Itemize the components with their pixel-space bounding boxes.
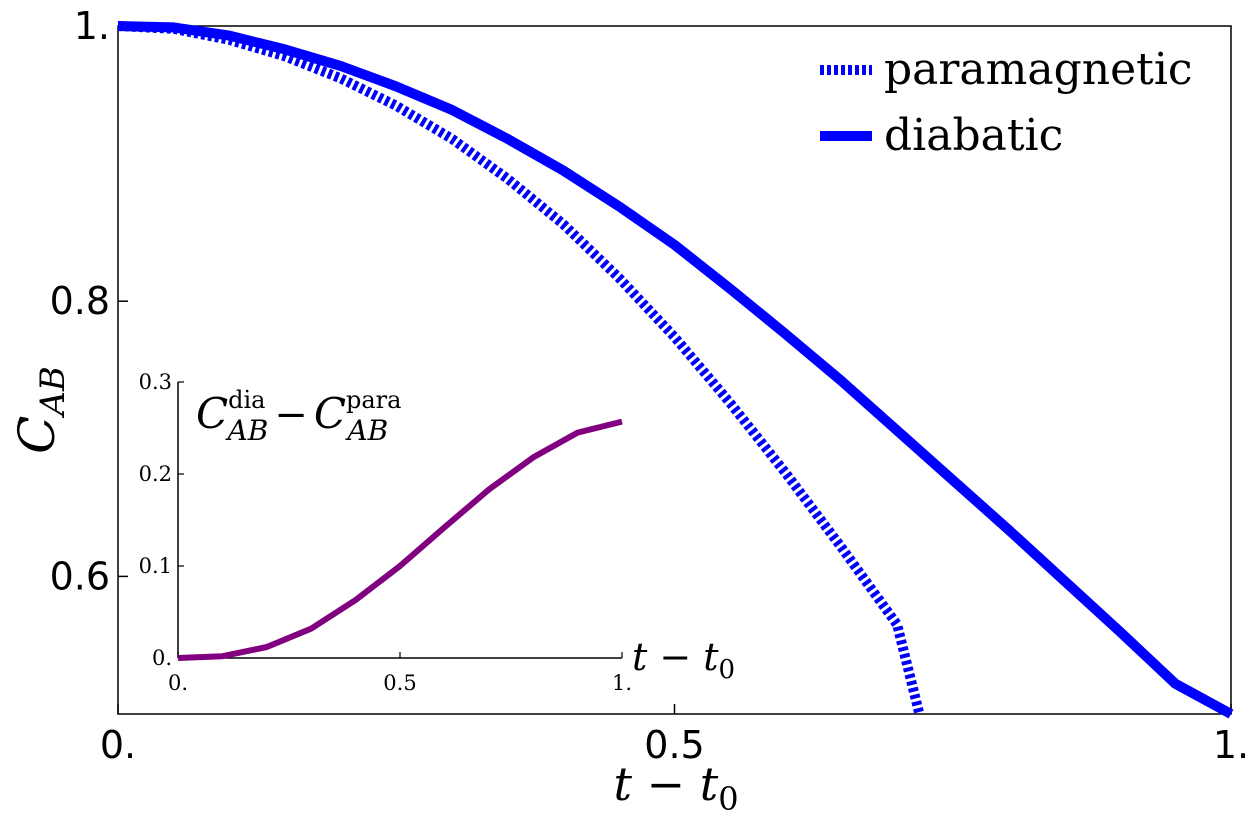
inset-x-axis-label-sub: 0 bbox=[719, 655, 736, 685]
inset-x-tick-label: 1. bbox=[612, 671, 632, 695]
x-axis-label-main: t − t bbox=[613, 757, 718, 811]
inset-y-tick-label: 0. bbox=[152, 646, 172, 670]
series-line-diabatic bbox=[117, 21, 1234, 719]
inset-series-line-difference bbox=[177, 418, 623, 661]
y-tick-label: 0.8 bbox=[50, 279, 110, 323]
x-tick-label: 0. bbox=[100, 723, 136, 767]
inset-title-sup2: para bbox=[346, 386, 401, 414]
inset-y-tick-label: 0.2 bbox=[139, 462, 172, 486]
inset-title: Cdia AB − Cpara AB bbox=[196, 386, 401, 447]
main-axis-ticks: 0. 0.5 1. 0.6 0.8 1. bbox=[50, 4, 1250, 767]
main-series-group bbox=[117, 21, 1234, 719]
inset-title-minus: − bbox=[274, 392, 308, 438]
inset-series-group bbox=[177, 418, 623, 661]
inset-axis-ticks: 0. 0.5 1. 0. 0.1 0.2 0.3 bbox=[139, 370, 632, 695]
inset-title-sub1: AB bbox=[225, 414, 269, 447]
legend: paramagnetic diabatic bbox=[820, 44, 1193, 161]
inset-x-tick-label: 0. bbox=[168, 671, 188, 695]
y-axis-label-main: C bbox=[8, 416, 66, 454]
y-axis-label: CAB bbox=[8, 366, 73, 454]
inset-y-tick-label: 0.3 bbox=[139, 370, 172, 394]
legend-label-paramagnetic: paramagnetic bbox=[884, 44, 1193, 95]
inset-y-tick-label: 0.1 bbox=[139, 554, 172, 578]
inset-title-sup1: dia bbox=[228, 386, 265, 414]
x-axis-label: t − t0 bbox=[613, 757, 738, 818]
x-tick-label: 0.5 bbox=[644, 723, 704, 767]
inset-title-sub2: AB bbox=[344, 414, 388, 447]
main-plot-frame bbox=[117, 25, 1232, 715]
legend-label-diabatic: diabatic bbox=[884, 110, 1063, 161]
inset-x-axis-label-main: t − t bbox=[632, 635, 719, 679]
inset-title-c2: C bbox=[314, 389, 346, 438]
series-line-paramagnetic bbox=[117, 21, 925, 716]
y-tick-label: 1. bbox=[74, 4, 110, 48]
inset-title-c1: C bbox=[196, 389, 228, 438]
y-tick-label: 0.6 bbox=[50, 554, 110, 598]
inset-x-axis-label: t − t0 bbox=[632, 635, 735, 685]
y-axis-label-sub: AB bbox=[33, 366, 73, 419]
x-tick-label: 1. bbox=[1213, 723, 1249, 767]
inset-x-tick-label: 0.5 bbox=[383, 671, 416, 695]
x-axis-label-sub: 0 bbox=[718, 780, 738, 818]
inset-chart: 0. 0.5 1.0.0.10.20.3 Cdia AB − Cpara AB t − t0 bbox=[139, 370, 736, 695]
